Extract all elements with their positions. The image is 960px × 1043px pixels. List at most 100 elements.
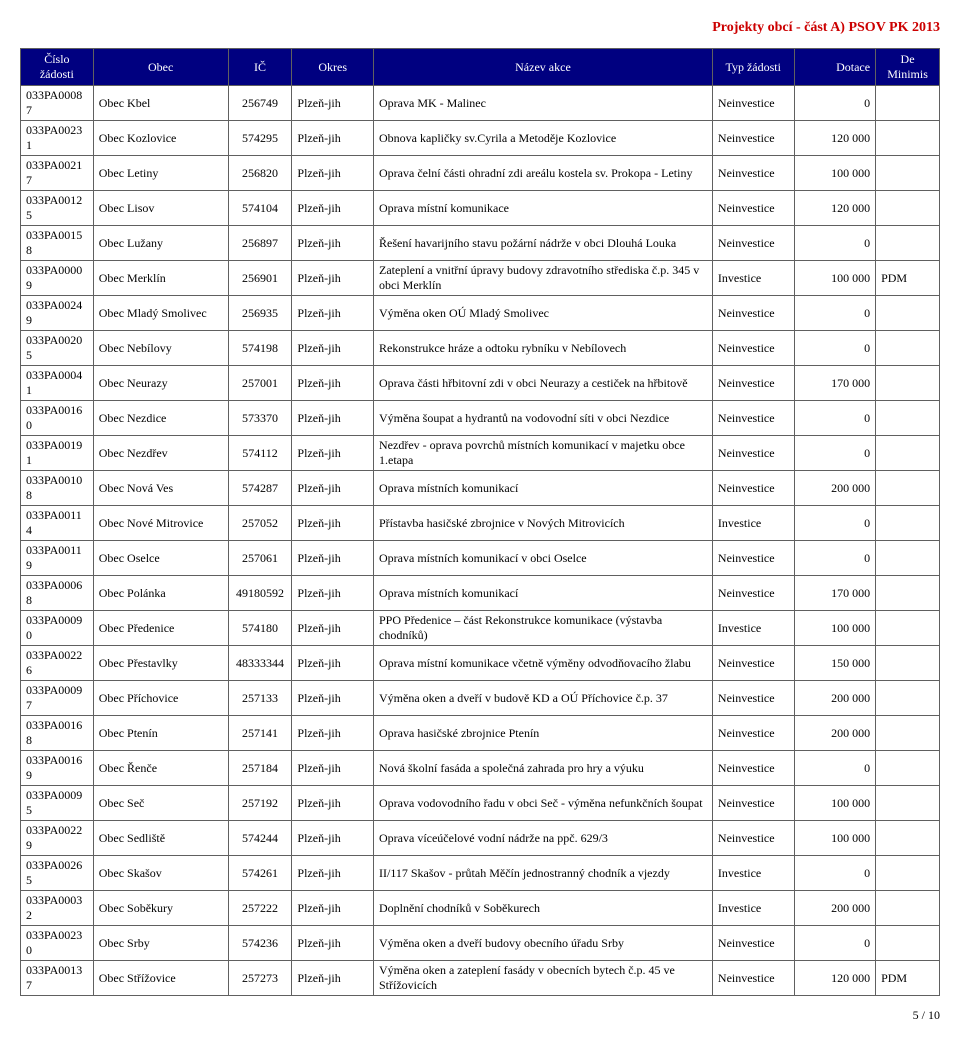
table-cell: Oprava místních komunikací v obci Oselce <box>374 541 713 576</box>
table-cell: Plzeň-jih <box>292 296 374 331</box>
table-cell: Plzeň-jih <box>292 226 374 261</box>
table-cell: Plzeň-jih <box>292 331 374 366</box>
table-cell: Plzeň-jih <box>292 506 374 541</box>
table-cell: Plzeň-jih <box>292 681 374 716</box>
table-cell: 033PA00068 <box>21 576 94 611</box>
table-cell: Plzeň-jih <box>292 436 374 471</box>
table-cell: Výměna oken a dveří budovy obecního úřad… <box>374 926 713 961</box>
table-cell: Neinvestice <box>712 366 794 401</box>
table-row: 033PA00217Obec Letiny256820Plzeň-jihOpra… <box>21 156 940 191</box>
table-cell: 0 <box>794 926 876 961</box>
table-cell <box>876 506 940 541</box>
table-cell: 0 <box>794 751 876 786</box>
table-cell: 200 000 <box>794 891 876 926</box>
table-cell: 574104 <box>228 191 292 226</box>
column-header: Název akce <box>374 49 713 86</box>
table-cell: Plzeň-jih <box>292 891 374 926</box>
table-cell: Investice <box>712 891 794 926</box>
table-cell: Obec Příchovice <box>93 681 228 716</box>
table-cell: PPO Předenice – část Rekonstrukce komuni… <box>374 611 713 646</box>
table-cell: 033PA00229 <box>21 821 94 856</box>
table-cell: 033PA00230 <box>21 926 94 961</box>
table-cell: 033PA00205 <box>21 331 94 366</box>
table-cell: 033PA00125 <box>21 191 94 226</box>
table-cell: Neinvestice <box>712 471 794 506</box>
table-cell: Plzeň-jih <box>292 716 374 751</box>
table-cell <box>876 541 940 576</box>
table-cell: 574112 <box>228 436 292 471</box>
table-cell: Obec Nezdice <box>93 401 228 436</box>
table-cell <box>876 926 940 961</box>
table-cell <box>876 856 940 891</box>
table-row: 033PA00205Obec Nebílovy574198Plzeň-jihRe… <box>21 331 940 366</box>
table-cell: 033PA00119 <box>21 541 94 576</box>
table-cell: 100 000 <box>794 786 876 821</box>
table-cell: Řešení havarijního stavu požární nádrže … <box>374 226 713 261</box>
table-cell: Plzeň-jih <box>292 401 374 436</box>
table-cell: 49180592 <box>228 576 292 611</box>
table-cell: Plzeň-jih <box>292 366 374 401</box>
column-header: Dotace <box>794 49 876 86</box>
table-cell: Plzeň-jih <box>292 751 374 786</box>
table-row: 033PA00137Obec Střížovice257273Plzeň-jih… <box>21 961 940 996</box>
table-cell: Obec Nebílovy <box>93 331 228 366</box>
table-cell: Plzeň-jih <box>292 576 374 611</box>
table-cell: 033PA00041 <box>21 366 94 401</box>
table-row: 033PA00169Obec Řenče257184Plzeň-jihNová … <box>21 751 940 786</box>
table-cell: Neinvestice <box>712 541 794 576</box>
table-cell: Plzeň-jih <box>292 821 374 856</box>
table-row: 033PA00087Obec Kbel256749Plzeň-jihOprava… <box>21 86 940 121</box>
table-cell <box>876 191 940 226</box>
table-cell: 0 <box>794 296 876 331</box>
table-cell: Obec Oselce <box>93 541 228 576</box>
page-title: Projekty obcí - část A) PSOV PK 2013 <box>20 20 940 36</box>
table-cell: 257141 <box>228 716 292 751</box>
table-cell: Obec Ptenín <box>93 716 228 751</box>
table-cell: Oprava hasičské zbrojnice Ptenín <box>374 716 713 751</box>
table-cell: 120 000 <box>794 961 876 996</box>
table-row: 033PA00230Obec Srby574236Plzeň-jihVýměna… <box>21 926 940 961</box>
table-cell <box>876 891 940 926</box>
table-cell: Nezdřev - oprava povrchů místních komuni… <box>374 436 713 471</box>
table-cell: Obnova kapličky sv.Cyrila a Metoděje Koz… <box>374 121 713 156</box>
table-cell: 48333344 <box>228 646 292 681</box>
table-cell: 120 000 <box>794 191 876 226</box>
table-cell: Neinvestice <box>712 576 794 611</box>
table-cell <box>876 576 940 611</box>
table-cell: Oprava vodovodního řadu v obci Seč - vým… <box>374 786 713 821</box>
table-cell: 033PA00249 <box>21 296 94 331</box>
table-cell: Neinvestice <box>712 296 794 331</box>
table-row: 033PA00097Obec Příchovice257133Plzeň-jih… <box>21 681 940 716</box>
table-cell <box>876 716 940 751</box>
table-cell: PDM <box>876 261 940 296</box>
table-cell: Oprava víceúčelové vodní nádrže na ppč. … <box>374 821 713 856</box>
table-row: 033PA00041Obec Neurazy257001Plzeň-jihOpr… <box>21 366 940 401</box>
projects-table: Číslo žádostiObecIČOkresNázev akceTyp žá… <box>20 48 940 996</box>
table-cell: Plzeň-jih <box>292 191 374 226</box>
table-cell: 100 000 <box>794 611 876 646</box>
table-cell: Obec Střížovice <box>93 961 228 996</box>
table-cell: 200 000 <box>794 716 876 751</box>
table-cell: 0 <box>794 541 876 576</box>
table-cell: 257222 <box>228 891 292 926</box>
table-cell: 0 <box>794 506 876 541</box>
table-header: Číslo žádostiObecIČOkresNázev akceTyp žá… <box>21 49 940 86</box>
table-cell: Obec Letiny <box>93 156 228 191</box>
table-cell: 100 000 <box>794 821 876 856</box>
table-row: 033PA00108Obec Nová Ves574287Plzeň-jihOp… <box>21 471 940 506</box>
table-cell: 0 <box>794 331 876 366</box>
table-cell: Obec Kbel <box>93 86 228 121</box>
table-cell: Neinvestice <box>712 226 794 261</box>
table-cell: Neinvestice <box>712 156 794 191</box>
table-cell: 0 <box>794 86 876 121</box>
table-cell: Plzeň-jih <box>292 156 374 191</box>
table-cell: Neinvestice <box>712 331 794 366</box>
table-row: 033PA00168Obec Ptenín257141Plzeň-jihOpra… <box>21 716 940 751</box>
table-cell: Oprava místních komunikací <box>374 471 713 506</box>
table-cell <box>876 366 940 401</box>
table-cell: 256820 <box>228 156 292 191</box>
table-cell: Obec Nová Ves <box>93 471 228 506</box>
table-cell: 033PA00191 <box>21 436 94 471</box>
table-cell: Plzeň-jih <box>292 541 374 576</box>
table-cell: 574244 <box>228 821 292 856</box>
